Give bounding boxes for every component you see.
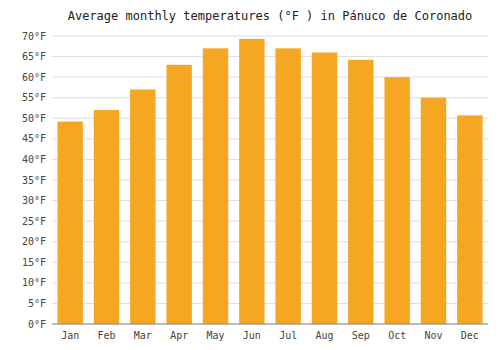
y-tick-label: 20°F bbox=[22, 236, 46, 247]
y-tick-label: 65°F bbox=[22, 51, 46, 62]
chart: Average monthly temperatures (°F ) in Pá… bbox=[0, 0, 500, 350]
y-tick-label: 25°F bbox=[22, 216, 46, 227]
bar bbox=[94, 110, 119, 324]
y-tick-label: 35°F bbox=[22, 175, 46, 186]
x-tick-label: Nov bbox=[424, 330, 442, 341]
x-axis: Jan Feb Mar Apr May Jun Jul Aug Sep Oct Nov Dec bbox=[52, 324, 488, 341]
bar bbox=[203, 48, 228, 324]
y-tick-label: 10°F bbox=[22, 277, 46, 288]
x-tick-label: Sep bbox=[352, 330, 370, 341]
y-tick-label: 40°F bbox=[22, 154, 46, 165]
chart-container: Average monthly temperatures (°F ) in Pá… bbox=[0, 0, 500, 350]
x-tick-label: Apr bbox=[170, 330, 188, 341]
bar bbox=[239, 39, 264, 324]
y-tick-label: 60°F bbox=[22, 72, 46, 83]
y-tick-label: 55°F bbox=[22, 92, 46, 103]
x-tick-label: Mar bbox=[134, 330, 152, 341]
x-tick-label: Aug bbox=[315, 330, 333, 341]
y-tick-label: 70°F bbox=[22, 31, 46, 42]
x-tick-label: Oct bbox=[388, 330, 406, 341]
bar bbox=[421, 98, 446, 324]
x-tick-label: Dec bbox=[461, 330, 479, 341]
bar bbox=[130, 89, 155, 324]
y-tick-label: 0°F bbox=[28, 319, 46, 330]
bar bbox=[457, 115, 482, 324]
grid-line bbox=[52, 324, 488, 325]
grid-line bbox=[52, 77, 488, 78]
y-axis: 0°F 5°F 10°F 15°F 20°F 25°F 30°F 35°F 40°F 45°F 50… bbox=[22, 31, 488, 330]
x-tick-label: Feb bbox=[97, 330, 115, 341]
y-tick-label: 5°F bbox=[28, 298, 46, 309]
y-tick-label: 30°F bbox=[22, 195, 46, 206]
bar bbox=[57, 122, 82, 324]
y-tick-label: 50°F bbox=[22, 113, 46, 124]
bar bbox=[384, 77, 409, 324]
bar bbox=[348, 60, 373, 324]
x-tick-label: Jun bbox=[243, 330, 261, 341]
bar bbox=[312, 52, 337, 324]
bar bbox=[275, 48, 300, 324]
title: Average monthly temperatures (°F ) in Pá… bbox=[68, 9, 473, 23]
x-axis-line bbox=[52, 324, 488, 325]
bars bbox=[57, 39, 482, 324]
y-tick-label: 45°F bbox=[22, 133, 46, 144]
y-tick-label: 15°F bbox=[22, 257, 46, 268]
grid-line bbox=[52, 56, 488, 57]
x-tick-label: Jul bbox=[279, 330, 297, 341]
bar bbox=[166, 65, 191, 324]
x-tick-label: Jan bbox=[61, 330, 79, 341]
x-tick-label: May bbox=[206, 330, 224, 341]
grid-line bbox=[52, 36, 488, 37]
